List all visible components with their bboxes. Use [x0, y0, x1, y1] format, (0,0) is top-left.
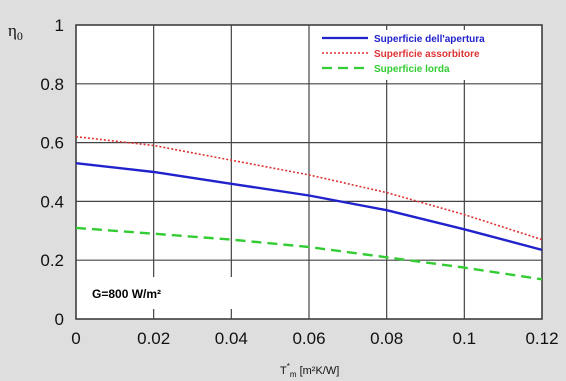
y-label-sub: 0: [17, 29, 23, 43]
y-tick-label: 0: [55, 310, 64, 329]
x-tick-label: 0.12: [525, 329, 558, 348]
legend-label: Superficie assorbitore: [374, 49, 480, 60]
legend: Superficie dell'apertura Superficie assor…: [322, 34, 485, 75]
series-layer: [75, 135, 543, 281]
grid: [76, 25, 542, 319]
ticks: 0 0.02 0.04 0.06 0.08 0.1 0.12 0 0.2 0.4 0.6 0.8 1: [40, 16, 558, 348]
y-label-main: η: [8, 21, 17, 40]
x-label-main: T: [280, 365, 287, 377]
x-tick-label: 0.08: [370, 329, 403, 348]
x-label-sub: m: [290, 370, 297, 379]
x-axis-label: T*m [m²K/W]: [280, 362, 339, 379]
y-tick-label: 0.8: [40, 75, 64, 94]
annotation-box: [83, 277, 233, 309]
y-tick-label: 0.4: [40, 192, 64, 211]
x-tick-label: 0.06: [292, 329, 325, 348]
x-tick-label: 0.02: [137, 329, 170, 348]
annotation-text: G=800 W/m²: [92, 287, 161, 301]
series-line-2: [75, 135, 543, 241]
series-line-1: [75, 162, 543, 252]
x-label-units: [m²K/W]: [297, 365, 340, 377]
x-tick-label: 0.1: [453, 329, 477, 348]
x-tick-label: 0.04: [215, 329, 248, 348]
legend-label: Superficie lorda: [374, 64, 450, 75]
y-tick-label: 0.2: [40, 251, 64, 270]
y-tick-label: 1: [55, 16, 64, 35]
y-tick-label: 0.6: [40, 134, 64, 153]
y-axis-label: η0: [8, 21, 23, 43]
x-tick-label: 0: [71, 329, 80, 348]
legend-label: Superficie dell'apertura: [374, 34, 485, 45]
x-label-sup: *: [287, 362, 290, 371]
series-line-3: [75, 226, 543, 281]
